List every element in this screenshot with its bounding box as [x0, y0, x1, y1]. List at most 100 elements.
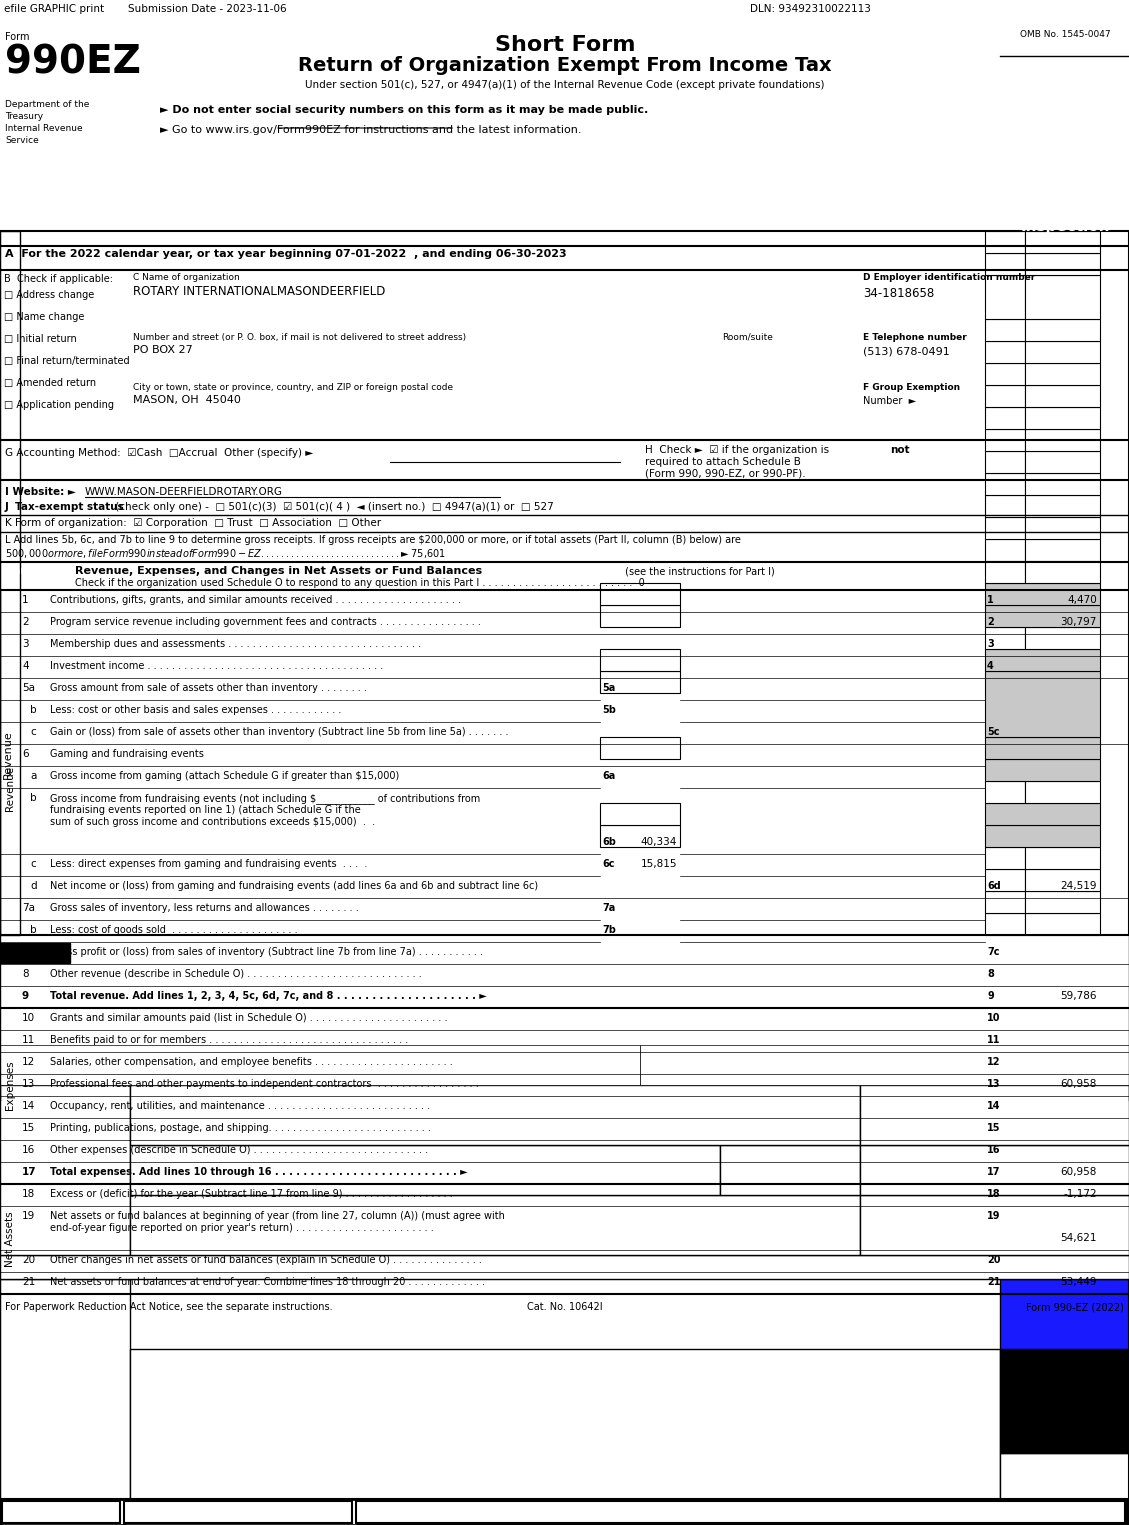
Text: c: c [30, 859, 36, 869]
Bar [984, 737, 1100, 759]
Text: Expenses: Expenses [5, 1060, 15, 1110]
Text: Revenue: Revenue [5, 766, 15, 811]
Text: not: not [890, 445, 910, 454]
Text: a: a [30, 772, 36, 781]
Text: 2: 2 [987, 618, 994, 627]
Bar [1025, 473, 1100, 496]
Bar [984, 650, 1100, 671]
Bar [124, 1501, 352, 1523]
Bar [984, 869, 1025, 891]
Text: (Form 990, 990-EZ, or 990-PF).: (Form 990, 990-EZ, or 990-PF). [645, 470, 806, 479]
Text: Gaming and fundraising events: Gaming and fundraising events [50, 749, 204, 759]
Bar [1025, 627, 1100, 650]
Text: PO BOX 27: PO BOX 27 [133, 345, 193, 355]
Bar [2, 1501, 120, 1523]
Bar [1025, 319, 1100, 342]
Text: Check if the organization used Schedule O to respond to any question in this Par: Check if the organization used Schedule … [75, 578, 645, 589]
Bar [984, 825, 1100, 846]
Text: 54,621: 54,621 [1060, 1234, 1097, 1243]
Bar [1025, 230, 1100, 253]
Text: □ Address change: □ Address change [5, 290, 94, 300]
Text: 3: 3 [987, 639, 994, 650]
Text: OMB No. 1545-0047: OMB No. 1545-0047 [1019, 30, 1110, 40]
Text: Cat. No. 10642I: Cat. No. 10642I [527, 1302, 603, 1312]
Text: Department of the: Department of the [5, 101, 89, 108]
Text: 13: 13 [987, 1080, 1000, 1089]
Text: □ Initial return: □ Initial return [5, 334, 77, 345]
Text: Less: direct expenses from gaming and fundraising events  . . .  .: Less: direct expenses from gaming and fu… [50, 859, 367, 869]
Text: □ Amended return: □ Amended return [5, 378, 96, 387]
Text: 7a: 7a [21, 903, 35, 913]
Text: 5b: 5b [602, 705, 616, 715]
Text: efile GRAPHIC print: efile GRAPHIC print [5, 5, 104, 14]
Text: 9: 9 [987, 991, 994, 1000]
Text: Less: cost of goods sold  . . . . . . . . . . . . . . . . . . . . .: Less: cost of goods sold . . . . . . . .… [50, 926, 298, 935]
Bar [720, 1145, 860, 1196]
Bar [599, 605, 680, 627]
Text: (513) 678-0491: (513) 678-0491 [863, 346, 949, 355]
Bar [130, 1145, 720, 1196]
Bar [984, 538, 1025, 561]
Bar [1025, 517, 1100, 538]
Text: Part I: Part I [5, 566, 40, 576]
Bar [984, 274, 1025, 319]
Text: 59,786: 59,786 [1060, 991, 1097, 1000]
Text: 40,334: 40,334 [640, 837, 677, 846]
Text: 16: 16 [987, 1145, 1000, 1154]
Bar [984, 605, 1100, 627]
Bar [0, 942, 70, 962]
Text: Contributions, gifts, grants, and similar amounts received . . . . . . . . . . .: Contributions, gifts, grants, and simila… [50, 595, 461, 605]
Text: b: b [30, 793, 36, 804]
Text: 7c: 7c [987, 947, 999, 958]
Text: 20: 20 [987, 1255, 1000, 1266]
Text: 9: 9 [21, 991, 29, 1000]
Text: 1: 1 [987, 595, 994, 605]
Text: (see the instructions for Part I): (see the instructions for Part I) [622, 566, 774, 576]
Bar [2, 1501, 122, 1523]
Bar [1025, 407, 1100, 429]
Bar [1000, 1453, 1129, 1499]
Text: 12: 12 [987, 1057, 1000, 1067]
Text: H  Check ►  ☑ if the organization is: H Check ► ☑ if the organization is [645, 445, 832, 454]
Bar [984, 319, 1025, 342]
Text: Net Assets: Net Assets [5, 1211, 15, 1267]
Text: 11: 11 [987, 1035, 1000, 1045]
Text: ► Go to www.irs.gov/Form990EZ for instructions and the latest information.: ► Go to www.irs.gov/Form990EZ for instru… [160, 125, 581, 136]
Text: Public: Public [1039, 201, 1091, 217]
Text: 17: 17 [21, 1167, 36, 1177]
Bar [599, 825, 680, 846]
Text: Number and street (or P. O. box, if mail is not delivered to street address): Number and street (or P. O. box, if mail… [133, 332, 466, 342]
Text: Total expenses. Add lines 10 through 16 . . . . . . . . . . . . . . . . . . . . : Total expenses. Add lines 10 through 16 … [50, 1167, 467, 1177]
Text: E Telephone number: E Telephone number [863, 332, 966, 342]
Text: 8: 8 [21, 968, 28, 979]
Text: Net assets or fund balances at end of year. Combine lines 18 through 20 . . . . : Net assets or fund balances at end of ye… [50, 1276, 485, 1287]
Text: 18: 18 [987, 1190, 1000, 1199]
Bar [1025, 496, 1100, 517]
Bar [1025, 429, 1100, 451]
Text: 5a: 5a [21, 683, 35, 692]
Text: Treasury: Treasury [5, 111, 43, 120]
Text: Occupancy, rent, utilities, and maintenance . . . . . . . . . . . . . . . . . . : Occupancy, rent, utilities, and maintena… [50, 1101, 430, 1112]
Text: 21: 21 [21, 1276, 35, 1287]
Text: 7a: 7a [602, 903, 615, 913]
Text: City or town, state or province, country, and ZIP or foreign postal code: City or town, state or province, country… [133, 383, 453, 392]
Text: J: J [5, 502, 12, 512]
Bar [1025, 561, 1100, 583]
Bar [1025, 342, 1100, 363]
Text: B  Check if applicable:: B Check if applicable: [5, 274, 113, 284]
Bar [1025, 363, 1100, 384]
Bar [599, 671, 680, 692]
Text: 11: 11 [21, 1035, 35, 1045]
Text: 15,815: 15,815 [640, 859, 677, 869]
Bar [984, 517, 1025, 538]
Text: d: d [30, 881, 36, 891]
Bar [984, 253, 1025, 274]
Text: Revenue: Revenue [3, 730, 14, 779]
Text: Gross income from gaming (attach Schedule G if greater than $15,000): Gross income from gaming (attach Schedul… [50, 772, 400, 781]
Text: Under section 501(c), 527, or 4947(a)(1) of the Internal Revenue Code (except pr: Under section 501(c), 527, or 4947(a)(1)… [305, 79, 825, 90]
Text: fundraising events reported on line 1) (attach Schedule G if the: fundraising events reported on line 1) (… [50, 805, 361, 814]
Text: required to attach Schedule B: required to attach Schedule B [645, 458, 800, 467]
Text: 14: 14 [21, 1101, 35, 1112]
Bar [860, 1084, 1129, 1145]
Text: G Accounting Method:  ☑Cash  □Accrual  Other (specify) ►: G Accounting Method: ☑Cash □Accrual Othe… [5, 448, 313, 458]
